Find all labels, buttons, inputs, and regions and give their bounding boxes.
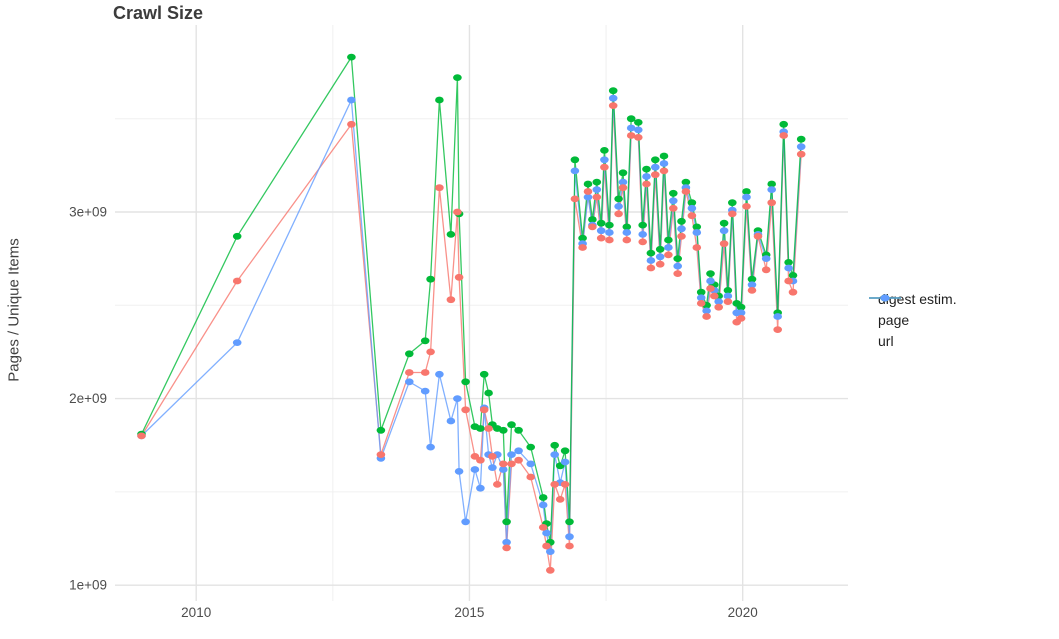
- x-tick-label: 2010: [181, 605, 211, 620]
- legend-item-page: page: [868, 294, 957, 328]
- axis-tick-labels: 2010 2015 2020 1e+09 2e+09 3e+09: [69, 205, 758, 621]
- grid-minor: [115, 25, 848, 601]
- legend-item-url: url: [868, 294, 957, 349]
- y-tick-label: 3e+09: [69, 205, 107, 220]
- series-points-digest-estim-: [137, 102, 806, 574]
- series-line-digest-estim-: [140, 105, 802, 571]
- legend-label: url: [878, 333, 894, 349]
- series-line-url: [141, 97, 802, 552]
- series-points-page: [137, 53, 806, 546]
- legend-label: page: [878, 312, 910, 328]
- legend: digest estim. page url: [868, 291, 957, 355]
- legend-key-icon: [869, 294, 901, 302]
- y-tick-label: 2e+09: [69, 391, 107, 406]
- grid-major: [115, 25, 848, 601]
- y-axis-title: Pages / Unique Items: [5, 238, 23, 382]
- x-tick-label: 2020: [728, 605, 758, 620]
- x-tick-label: 2015: [454, 605, 484, 620]
- y-tick-label: 1e+09: [69, 578, 107, 593]
- chart-title: Crawl Size: [113, 3, 204, 23]
- legend-label: digest estim.: [878, 291, 957, 307]
